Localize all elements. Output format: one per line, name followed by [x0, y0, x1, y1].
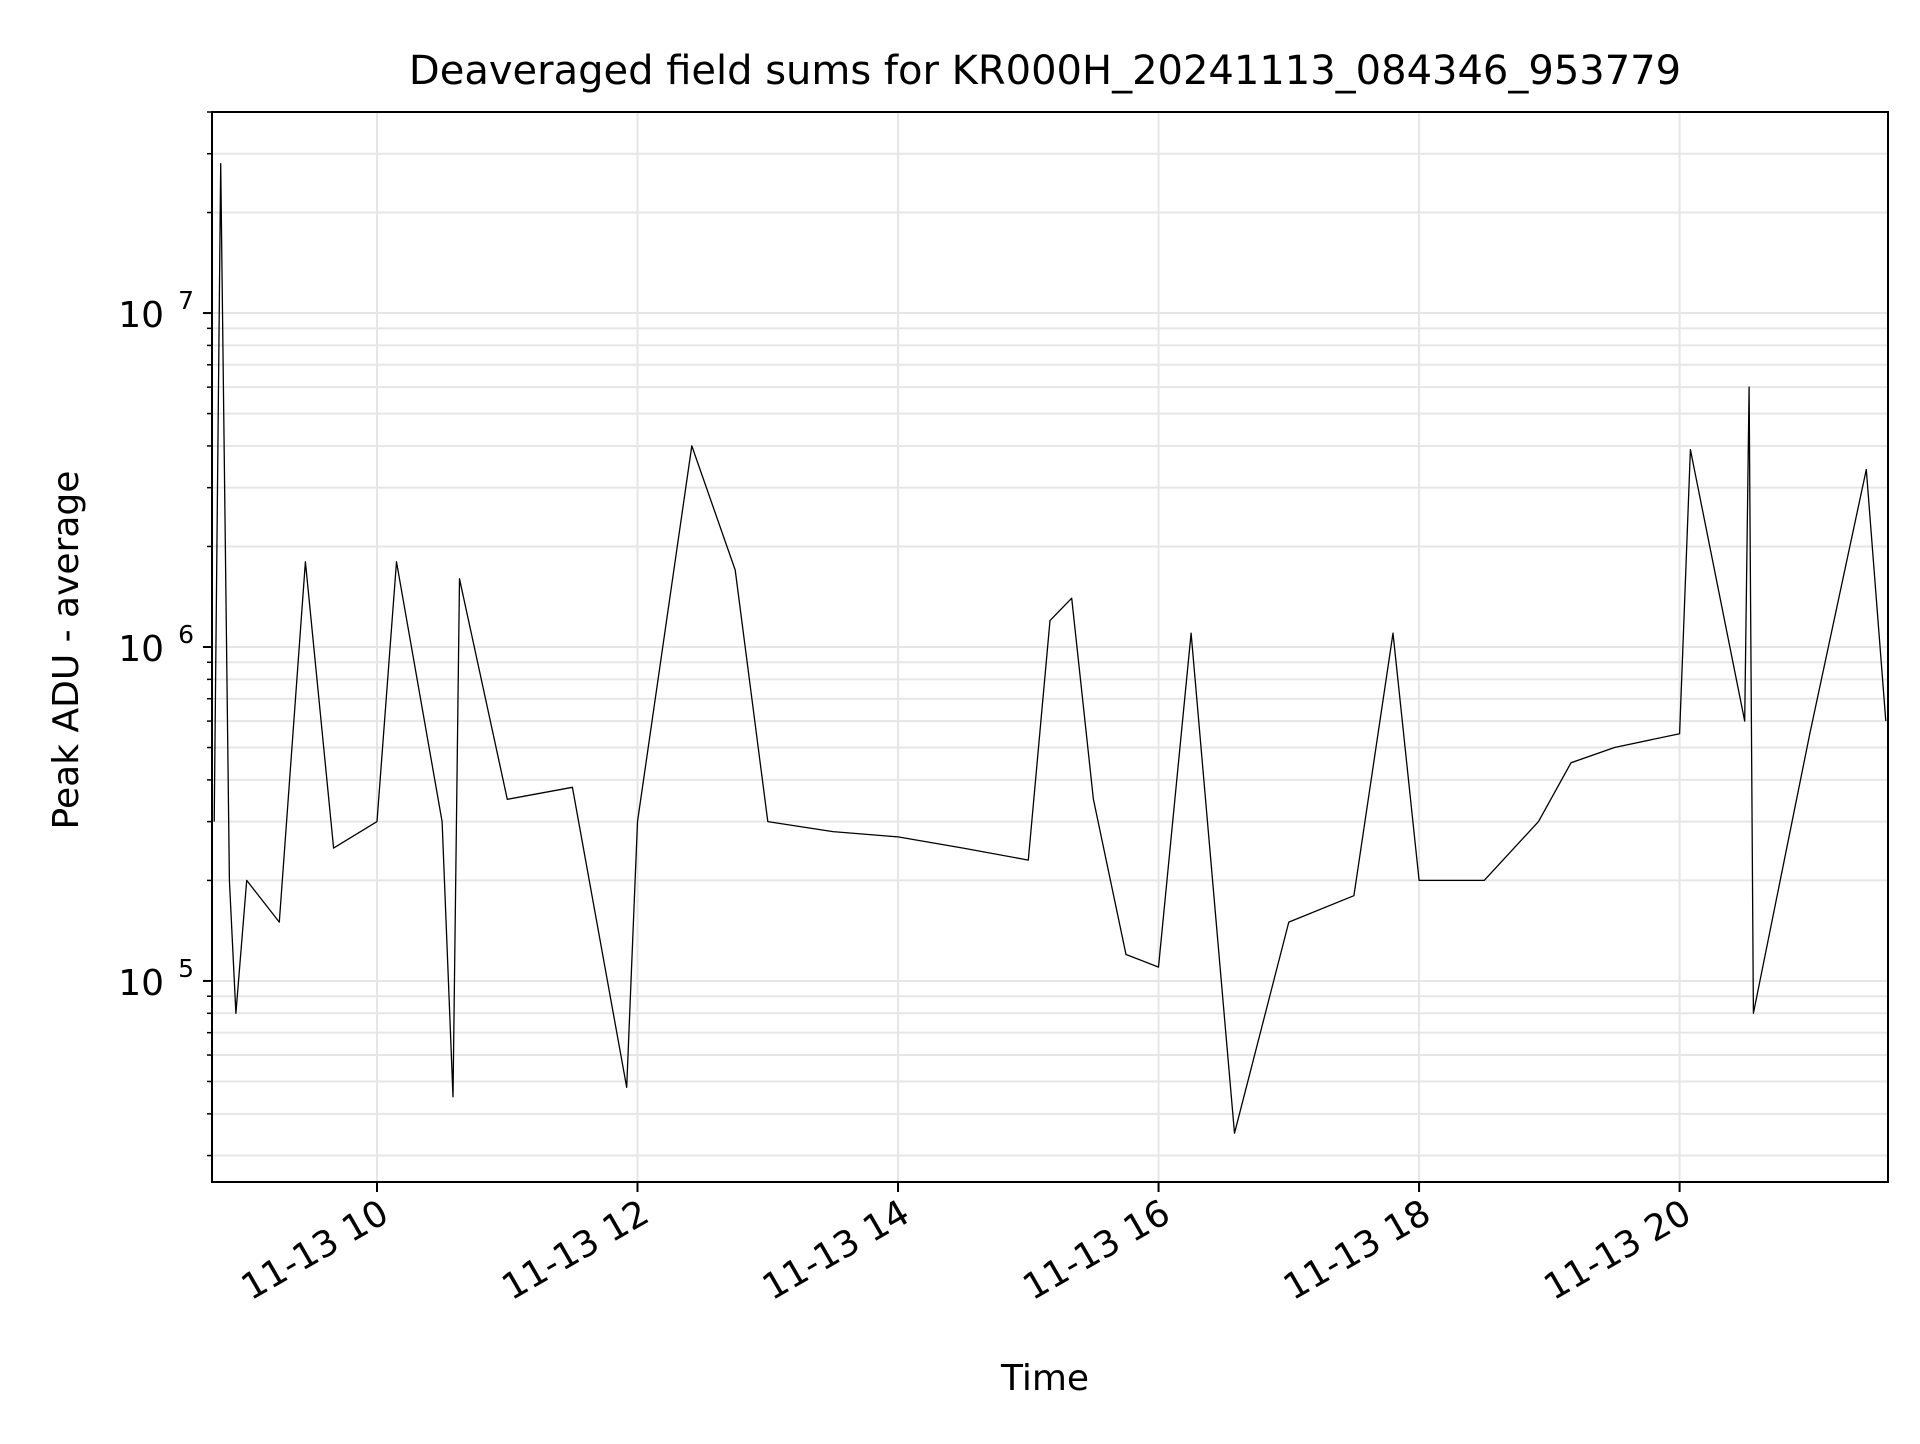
series-layer — [213, 163, 1887, 1134]
y-tick-label: 10 — [118, 629, 164, 670]
y-tick-label: 10 — [118, 963, 164, 1004]
y-tick-exponent: 5 — [178, 954, 194, 983]
y-axis-label: Peak ADU - average — [46, 471, 87, 830]
x-axis-label: Time — [1000, 1358, 1089, 1399]
series-line — [213, 163, 1887, 1134]
y-tick-label: 10 — [118, 295, 164, 336]
chart-title: Deaveraged field sums for KR000H_2024111… — [409, 48, 1681, 94]
y-tick-exponent: 7 — [178, 286, 194, 315]
grid-lines — [212, 111, 1888, 1182]
y-tick-exponent: 6 — [178, 620, 194, 649]
